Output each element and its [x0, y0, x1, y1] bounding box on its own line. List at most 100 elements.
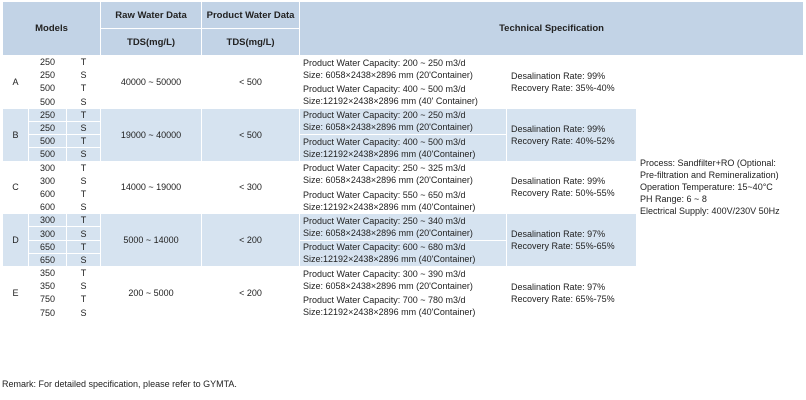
table-row: A 250 T 40000 ~ 50000 < 500 Product Water Cap…: [2, 54, 805, 320]
model-type: T: [65, 292, 102, 307]
table-row: 250 S: [3, 120, 804, 136]
models-header: Models: [1, 1, 102, 56]
capacity-size-spec: Product Water Capacity: 400 ~ 500 m3/d Si…: [299, 81, 508, 109]
table-row: 750 T Product Water Capacity: 700 ~ 780 m3…: [3, 292, 804, 320]
remark-text: Remark: For detailed specification, plea…: [2, 379, 237, 389]
desalination-rate: Desalination Rate: 97%: [511, 281, 606, 292]
model-type: S: [65, 200, 102, 215]
recovery-rate: Recovery Rate: 55%-65%: [511, 241, 615, 252]
capacity-size-spec: Product Water Capacity: 250 ~ 325 m3/d Si…: [299, 160, 508, 188]
recovery-rate: Recovery Rate: 65%-75%: [511, 293, 615, 304]
model-capacity: 650: [28, 239, 67, 254]
model-type: S: [65, 173, 102, 188]
table-row: 350 S: [3, 279, 804, 294]
table-row: 650 T Product Water Capacity: 600 ~ 680 m3…: [3, 239, 804, 268]
rates-spec: Desalination Rate: 97% Recovery Rate: 65%…: [506, 266, 638, 320]
product-tds-value: < 500: [201, 55, 301, 109]
model-capacity: 600: [28, 200, 67, 215]
model-capacity: 300: [28, 226, 67, 241]
model-type: S: [65, 120, 102, 136]
table-row: 500 T Product Water Capacity: 400 ~ 500 m3…: [3, 134, 804, 162]
model-type: S: [65, 279, 102, 294]
raw-tds-value: 40000 ~ 50000: [100, 55, 203, 109]
model-capacity: 350: [28, 265, 67, 281]
recovery-rate: Recovery Rate: 40%-52%: [511, 135, 615, 146]
capacity-size-spec: Product Water Capacity: 200 ~ 250 m3/d Si…: [299, 107, 508, 136]
model-capacity: 250: [28, 120, 67, 136]
rates-spec: Desalination Rate: 97% Recovery Rate: 55%…: [506, 213, 638, 267]
general-spec: Process: Sandfilter+RO (Optional: Pre-fil…: [636, 55, 805, 320]
model-type: T: [65, 239, 102, 254]
model-capacity: 250: [28, 107, 67, 122]
model-capacity: 750: [28, 292, 67, 307]
table-row: 750 S: [3, 305, 804, 320]
group-letter: C: [2, 160, 29, 215]
header-row-2: TDS(mg/L) TDS(mg/L): [3, 28, 804, 56]
table-row: 600 S: [3, 200, 804, 215]
model-capacity: 250: [28, 54, 67, 70]
raw-water-header: Raw Water Data: [100, 1, 203, 29]
recovery-rate: Recovery Rate: 50%-55%: [511, 188, 615, 199]
table-row: 500 T Product Water Capacity: 400 ~ 500 m3…: [3, 81, 804, 109]
table-row: B 250 T 19000 ~ 40000 < 500 Product Water Cap…: [2, 107, 804, 162]
spec-table-container: Models Raw Water Data Product Water Data…: [1, 1, 805, 320]
size-line: Size: 6058×2438×2896 mm (20'Container): [303, 175, 473, 186]
size-line: Size:12192×2438×2896 mm (40' Container): [303, 96, 478, 107]
general-spec-line: Pre-filtration and Remineralization): [640, 170, 779, 181]
model-type: S: [65, 94, 102, 109]
model-capacity: 300: [28, 213, 67, 228]
group-letter: B: [2, 107, 29, 162]
model-type: S: [65, 252, 102, 268]
model-type: S: [65, 226, 102, 241]
raw-tds-value: 14000 ~ 19000: [100, 160, 203, 215]
model-type: S: [65, 147, 102, 162]
model-type: S: [65, 68, 102, 83]
capacity-line: Product Water Capacity: 300 ~ 390 m3/d: [303, 268, 466, 279]
header-row-1: Models Raw Water Data Product Water Data…: [1, 1, 805, 56]
spec-table-body: A 250 T 40000 ~ 50000 < 500 Product Water Cap…: [2, 54, 805, 320]
desalination-rate: Desalination Rate: 99%: [511, 176, 606, 187]
model-capacity: 500: [28, 147, 67, 162]
group-letter: E: [2, 266, 29, 320]
desalination-rate: Desalination Rate: 99%: [511, 70, 606, 81]
table-row: C 300 T 14000 ~ 19000 < 300 Product Water Cap…: [2, 160, 804, 215]
general-spec-line: Electrical Supply: 400V/230V 50Hz: [640, 206, 780, 217]
size-line: Size: 6058×2438×2896 mm (20'Container): [303, 122, 473, 133]
model-capacity: 300: [28, 173, 67, 188]
table-row: E 350 T 200 ~ 5000 < 200 Product Water Capaci…: [2, 265, 804, 320]
general-spec-line: Operation Temperature: 15~40°C: [640, 182, 773, 193]
capacity-line: Product Water Capacity: 250 ~ 340 m3/d: [303, 215, 466, 226]
table-row: 300 S: [3, 226, 804, 241]
size-line: Size:12192×2438×2896 mm (40'Container): [303, 254, 476, 265]
model-type: T: [65, 265, 102, 281]
group-letter: A: [2, 55, 29, 109]
product-tds-value: < 300: [201, 160, 301, 215]
capacity-line: Product Water Capacity: 400 ~ 500 m3/d: [303, 136, 466, 147]
raw-tds-header: TDS(mg/L): [100, 28, 203, 56]
model-capacity: 500: [28, 134, 67, 149]
size-line: Size:12192×2438×2896 mm (40'Container): [303, 307, 476, 318]
size-line: Size:12192×2438×2896 mm (40'Container): [303, 148, 476, 159]
table-row: 250 S: [3, 68, 804, 83]
model-capacity: 500: [28, 81, 67, 96]
model-type: T: [65, 160, 102, 175]
raw-tds-value: 19000 ~ 40000: [100, 107, 203, 162]
general-spec-line: PH Range: 6 ~ 8: [640, 194, 707, 205]
product-tds-value: < 200: [201, 266, 301, 320]
model-type: T: [65, 107, 102, 122]
size-line: Size: 6058×2438×2896 mm (20'Container): [303, 280, 473, 291]
product-tds-header: TDS(mg/L): [201, 28, 301, 56]
rates-spec: Desalination Rate: 99% Recovery Rate: 40%…: [506, 107, 638, 162]
product-water-header: Product Water Data: [201, 1, 301, 29]
product-tds-value: < 200: [201, 213, 301, 267]
size-line: Size: 6058×2438×2896 mm (20'Container): [303, 69, 473, 80]
table-row: 500 S: [3, 94, 804, 109]
size-line: Size: 6058×2438×2896 mm (20'Container): [303, 227, 473, 238]
model-type: T: [65, 213, 102, 228]
tech-spec-header: Technical Specification: [299, 1, 805, 56]
general-spec-line: Process: Sandfilter+RO (Optional:: [640, 158, 776, 169]
spec-table: Models Raw Water Data Product Water Data…: [1, 1, 805, 320]
desalination-rate: Desalination Rate: 99%: [511, 123, 606, 134]
raw-tds-value: 200 ~ 5000: [100, 266, 203, 320]
rates-spec: Desalination Rate: 99% Recovery Rate: 50%…: [506, 160, 638, 215]
